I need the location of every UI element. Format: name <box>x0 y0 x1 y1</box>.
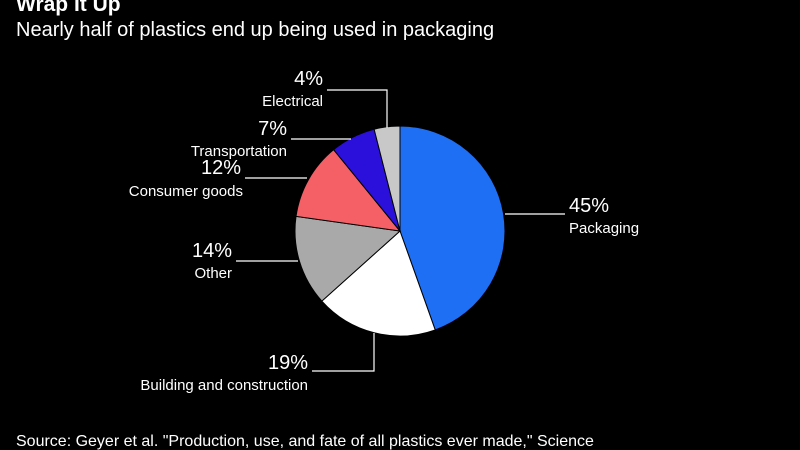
category-label-packaging: Packaging <box>569 220 639 237</box>
pie-slice-building-and-construction <box>321 230 436 337</box>
chart-subtitle: Nearly half of plastics end up being use… <box>16 19 495 41</box>
source-note: Source: Geyer et al. "Production, use, a… <box>16 433 594 450</box>
category-label-other: Other <box>194 265 232 282</box>
data-label-building-and-construction: 19% <box>268 352 308 374</box>
category-label-electrical: Electrical <box>262 93 323 110</box>
pie-slice-consumer-goods <box>295 148 402 232</box>
category-label-building-and-construction: Building and construction <box>140 377 308 394</box>
data-label-transportation: 7% <box>258 118 287 140</box>
chart-title: Wrap It Up <box>16 0 121 16</box>
leader-line-electrical <box>327 89 388 128</box>
category-label-transportation: Transportation <box>191 143 287 160</box>
category-label-consumer-goods: Consumer goods <box>129 183 243 200</box>
data-label-consumer-goods: 12% <box>201 157 241 179</box>
leader-line-building-and-construction <box>312 333 375 372</box>
data-label-other: 14% <box>192 240 232 262</box>
pie-slice-other <box>294 215 402 302</box>
data-label-packaging: 45% <box>569 195 609 217</box>
data-label-electrical: 4% <box>294 68 323 90</box>
pie-slice-packaging <box>399 125 506 331</box>
